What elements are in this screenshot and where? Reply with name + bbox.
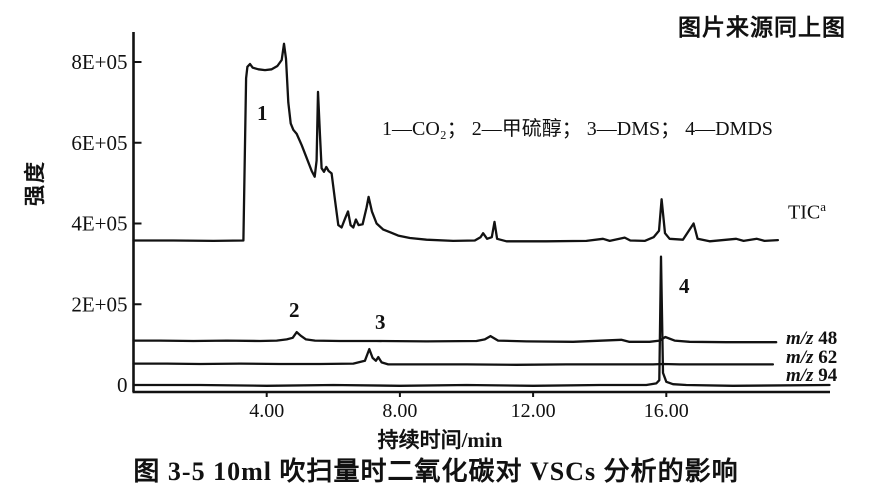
trace-label-mz48: m/z 48	[786, 328, 837, 350]
x-axis-title: 持续时间/min	[377, 428, 503, 452]
x-tick-label: 16.00	[644, 400, 689, 422]
source-note: 图片来源同上图	[678, 14, 846, 40]
trace-label-mz94: m/z 94	[786, 365, 837, 387]
y-tick-label: 4E+05	[71, 212, 127, 236]
trace-m-z-48	[132, 330, 778, 344]
x-tick-label: 4.00	[249, 400, 284, 422]
mz-value: 48	[818, 328, 838, 349]
tic-superscript: a	[820, 199, 826, 214]
trace-m-z-94	[132, 255, 831, 387]
trace-label-mz62: m/z 62	[786, 347, 837, 369]
mz-italic: m/z	[786, 328, 814, 349]
y-tick-label: 8E+05	[71, 50, 127, 74]
peak-label-3: 3	[375, 310, 386, 334]
trace-label-tic: TICa	[788, 199, 826, 225]
peak-label-2: 2	[289, 298, 300, 322]
legend: 1—CO₂； 2—甲硫醇； 3—DMS； 4—DMDS	[382, 118, 773, 140]
trace-m-z-62	[132, 347, 775, 366]
y-tick-label: 6E+05	[71, 131, 127, 155]
tic-text: TIC	[788, 201, 821, 224]
trace-tic	[132, 42, 780, 243]
figure-caption: 图 3-5 10ml 吹扫量时二氧化碳对 VSCs 分析的影响	[133, 457, 739, 486]
mz-italic: m/z	[786, 365, 814, 386]
peak-label-1: 1	[257, 101, 268, 125]
peak-label-4: 4	[679, 274, 690, 298]
mz-italic: m/z	[786, 347, 814, 368]
y-tick-label: 0	[117, 373, 128, 397]
mz-value: 62	[818, 347, 838, 368]
mz-value: 94	[818, 365, 838, 386]
x-tick-label: 8.00	[382, 400, 417, 422]
x-tick-label: 12.00	[511, 400, 556, 422]
y-tick-label: 2E+05	[71, 292, 127, 316]
y-axis-title: 强度	[23, 160, 47, 206]
